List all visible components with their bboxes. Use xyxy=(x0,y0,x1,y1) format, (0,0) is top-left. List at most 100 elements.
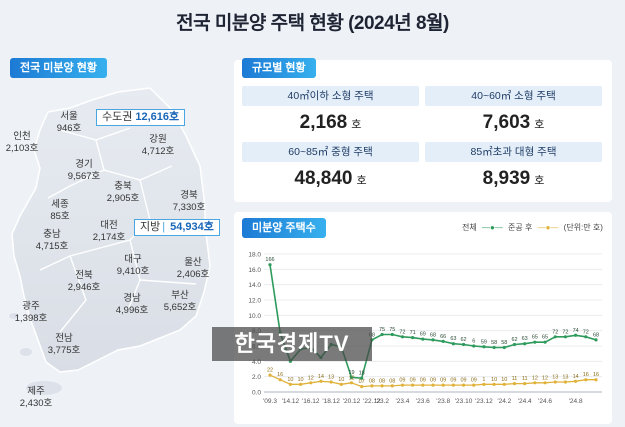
series-completed-data-label: 13 xyxy=(552,375,558,381)
series-total-point xyxy=(461,342,466,347)
series-total-data-label: 66 xyxy=(440,334,446,340)
series-total-point xyxy=(431,338,435,342)
region-busan: 부산 5,652호 xyxy=(163,290,197,313)
region-daejeon: 대전 2,174호 xyxy=(92,220,126,243)
y-tick-label: 16.0 xyxy=(248,267,261,274)
y-tick-label: 2.0 xyxy=(252,374,261,381)
x-tick-label: '24.2 xyxy=(497,398,511,405)
chart-section-label: 미분양 주택수 xyxy=(242,218,326,238)
series-completed-point xyxy=(461,383,466,387)
series-completed-point xyxy=(482,382,486,386)
series-completed-data-label: 09 xyxy=(399,378,405,384)
series-completed-point xyxy=(390,384,394,388)
series-completed-point xyxy=(288,382,292,386)
series-completed-data-label: 09 xyxy=(461,378,467,384)
region-gwangju: 광주 1,398호 xyxy=(14,301,48,324)
series-completed-data-label: 08 xyxy=(379,378,385,384)
series-completed-point xyxy=(553,380,557,384)
size-card-small-60: 40~60㎡ 소형 주택 7,603 호 xyxy=(425,86,602,145)
series-completed-point xyxy=(268,373,272,377)
series-completed-data-label: 10 xyxy=(338,377,344,383)
series-total-point xyxy=(584,335,588,339)
series-completed-point xyxy=(563,380,568,384)
series-completed-data-label: 22 xyxy=(267,368,273,374)
series-completed-data-label: 16 xyxy=(593,372,599,378)
x-tick-label: '09.3 xyxy=(263,398,277,405)
series-completed-data-label: 12 xyxy=(542,375,548,381)
region-daegu: 대구 9,410호 xyxy=(116,254,150,277)
series-total-point xyxy=(502,345,506,350)
series-total-data-label: 62 xyxy=(461,337,467,343)
series-completed-point xyxy=(329,380,333,384)
series-total-data-label: 72 xyxy=(552,329,558,335)
series-total-point xyxy=(512,342,517,347)
series-completed-point xyxy=(319,379,323,383)
series-total-point xyxy=(563,335,568,339)
series-completed-point xyxy=(349,381,354,385)
y-tick-label: 0.0 xyxy=(252,390,261,397)
series-completed-data-label: 10 xyxy=(298,377,304,383)
series-completed-data-label: 12 xyxy=(532,375,538,381)
series-completed-data-label: 11 xyxy=(522,376,528,382)
x-tick-label: '22.12 xyxy=(363,398,381,405)
region-gangwon: 강원 4,712호 xyxy=(141,134,175,157)
series-completed-point xyxy=(502,382,506,386)
region-chungbuk: 충북 2,905호 xyxy=(106,181,140,204)
series-total-point xyxy=(380,332,384,337)
series-total-data-label: 63 xyxy=(450,336,456,342)
series-total-point xyxy=(400,335,405,339)
series-completed-point xyxy=(574,379,578,383)
region-seoul: 서울 946호 xyxy=(56,111,82,134)
series-total-data-label: 72 xyxy=(399,329,405,335)
series-total-point xyxy=(533,340,537,344)
chart-legend: 전체 —●— 준공 후 —●— (단위:만 호) xyxy=(462,222,606,233)
region-jeju: 제주 2,430호 xyxy=(19,386,53,409)
y-tick-label: 4.0 xyxy=(252,359,261,366)
series-completed-point xyxy=(309,381,313,385)
series-total-data-label: 69 xyxy=(420,332,426,338)
x-tick-label: '23.10 xyxy=(455,398,473,405)
series-completed-point xyxy=(441,383,445,387)
series-total-data-label: 62 xyxy=(511,337,517,343)
series-total-data-label: 58 xyxy=(491,340,497,346)
series-completed-data-label: 1 xyxy=(482,377,485,383)
legend-completed-marker: —●— xyxy=(537,223,559,232)
series-completed-point xyxy=(421,383,425,387)
series-completed-data-label: 08 xyxy=(369,378,375,384)
region-gyeongbuk: 경북 7,330호 xyxy=(172,190,206,213)
series-total-data-label: 72 xyxy=(583,329,589,335)
series-total-point xyxy=(451,342,455,346)
legend-total-label: 전체 xyxy=(462,223,477,232)
series-completed-data-label: 14 xyxy=(573,374,579,380)
series-total-data-label: 71 xyxy=(410,330,416,336)
legend-completed-label: 준공 후 xyxy=(508,223,533,232)
size-section-label: 규모별 현황 xyxy=(242,58,316,78)
series-completed-point xyxy=(278,378,282,382)
series-total-data-label: 72 xyxy=(562,329,568,335)
region-jeonnam: 전남 3,775호 xyxy=(47,333,81,356)
series-completed-data-label: 12 xyxy=(348,375,354,381)
series-completed-data-label: 13 xyxy=(328,375,334,381)
series-total-point xyxy=(594,338,598,342)
x-tick-label: '23.8 xyxy=(436,398,450,405)
series-completed-point xyxy=(512,381,517,386)
x-tick-label: '23.4 xyxy=(395,398,409,405)
series-completed-point xyxy=(533,381,537,385)
series-completed-data-label: 16 xyxy=(583,372,589,378)
region-ulsan: 울산 2,406호 xyxy=(176,257,210,280)
series-total-data-label: 68 xyxy=(593,332,599,338)
x-tick-label: '23.6 xyxy=(416,398,430,405)
series-completed-point xyxy=(451,383,455,387)
series-completed-data-label: 16 xyxy=(277,372,283,378)
series-completed-data-label: 14 xyxy=(318,374,324,380)
x-tick-label: '18.12 xyxy=(322,398,340,405)
series-total-point xyxy=(523,342,527,346)
series-total-data-label: 166 xyxy=(265,257,274,263)
series-total-data-label: 63 xyxy=(522,336,528,342)
region-gyeongnam: 경남 4,996호 xyxy=(115,293,149,316)
x-tick-label: '14.12 xyxy=(282,398,300,405)
series-completed-data-label: 09 xyxy=(471,378,477,384)
series-completed-data-label: 08 xyxy=(389,378,395,384)
y-tick-label: 12.0 xyxy=(248,298,261,305)
x-tick-label: '24.4 xyxy=(518,398,532,405)
